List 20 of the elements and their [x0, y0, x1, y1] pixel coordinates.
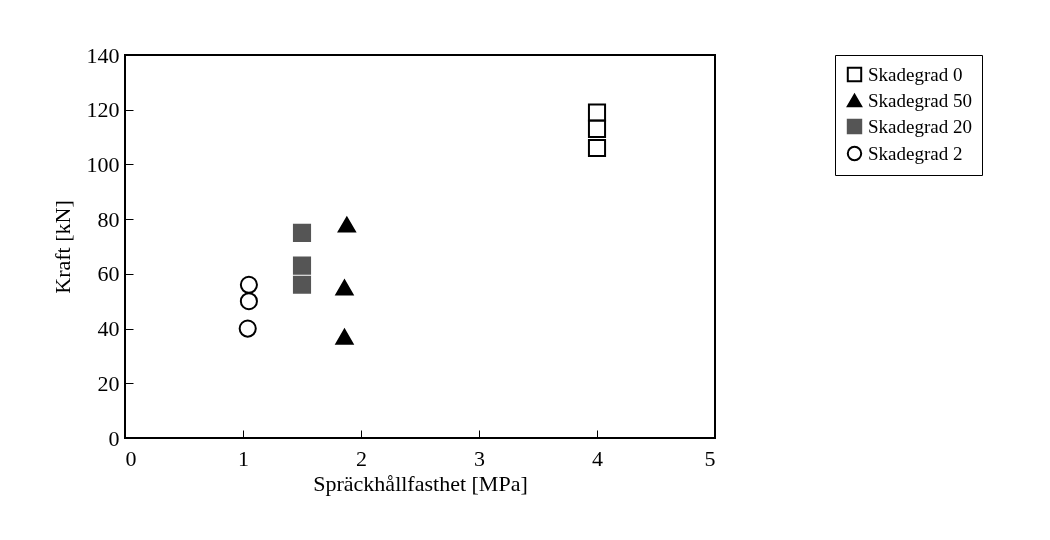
y-tick-label: 140	[86, 42, 120, 68]
legend-label: Skadegrad 20	[868, 115, 972, 137]
legend-label: Skadegrad 2	[868, 142, 963, 164]
legend-label: Skadegrad 0	[868, 63, 963, 85]
x-tick-label: 4	[592, 445, 603, 471]
y-axis-title: Kraft [kN]	[49, 200, 75, 294]
x-axis-title: Spräckhållfasthet [MPa]	[313, 470, 528, 496]
x-tick-label: 5	[704, 445, 716, 471]
x-tick-label: 3	[474, 445, 485, 471]
legend-label: Skadegrad 50	[868, 89, 972, 111]
y-tick-label: 20	[97, 370, 120, 396]
x-tick-label: 0	[125, 445, 137, 471]
y-tick-label: 80	[97, 206, 120, 232]
y-tick-label: 100	[86, 151, 120, 177]
y-tick-label: 40	[97, 316, 120, 342]
x-tick-label: 2	[356, 445, 367, 471]
y-tick-label: 120	[86, 97, 120, 123]
y-tick-label: 60	[97, 261, 120, 287]
x-tick-label: 1	[238, 445, 249, 471]
y-tick-label: 0	[108, 425, 120, 451]
